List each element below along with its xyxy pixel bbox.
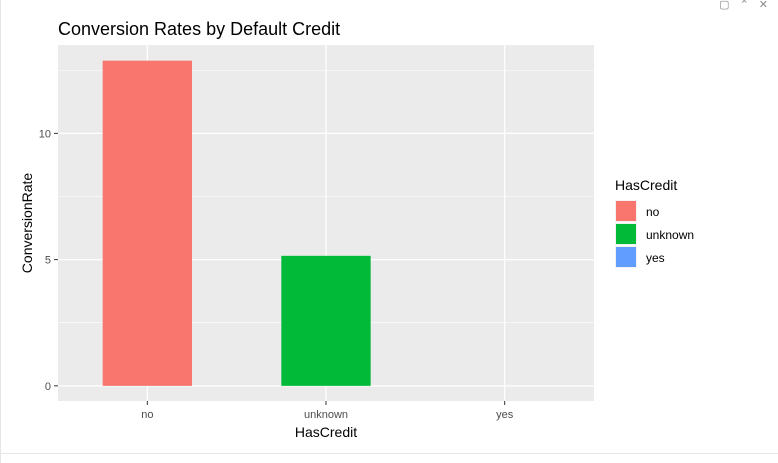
legend-title: HasCredit	[615, 177, 677, 193]
y-axis-label: ConversionRate	[19, 173, 35, 274]
bottom-border	[0, 453, 778, 454]
y-tick-label: 10	[39, 128, 51, 140]
x-axis-ticks: no unknown yes	[141, 401, 514, 421]
y-tick-label: 5	[45, 255, 51, 267]
legend-swatch-unknown	[616, 224, 636, 244]
x-axis-label: HasCredit	[295, 424, 357, 440]
left-border	[0, 0, 1, 463]
y-axis-ticks: 0 5 10	[39, 128, 58, 393]
close-icon[interactable]: ✕	[758, 0, 768, 11]
legend-swatch-yes	[616, 247, 636, 267]
bar-unknown	[281, 255, 371, 386]
copy-icon[interactable]: ▢	[719, 0, 730, 11]
window-controls: ▢ ⌃ ✕	[719, 0, 768, 12]
legend: HasCredit no unknown yes	[615, 177, 694, 268]
x-tick-label: yes	[496, 409, 514, 421]
legend-label-yes: yes	[646, 251, 665, 265]
x-tick-label: no	[141, 409, 153, 421]
collapse-icon[interactable]: ⌃	[739, 0, 749, 11]
legend-label-no: no	[646, 205, 660, 219]
y-tick-label: 0	[45, 381, 51, 393]
chart-title: Conversion Rates by Default Credit	[58, 19, 340, 39]
bars	[102, 60, 371, 386]
legend-label-unknown: unknown	[646, 228, 694, 242]
bar-no	[102, 60, 192, 386]
x-tick-label: unknown	[304, 409, 348, 421]
legend-swatch-no	[616, 201, 636, 221]
